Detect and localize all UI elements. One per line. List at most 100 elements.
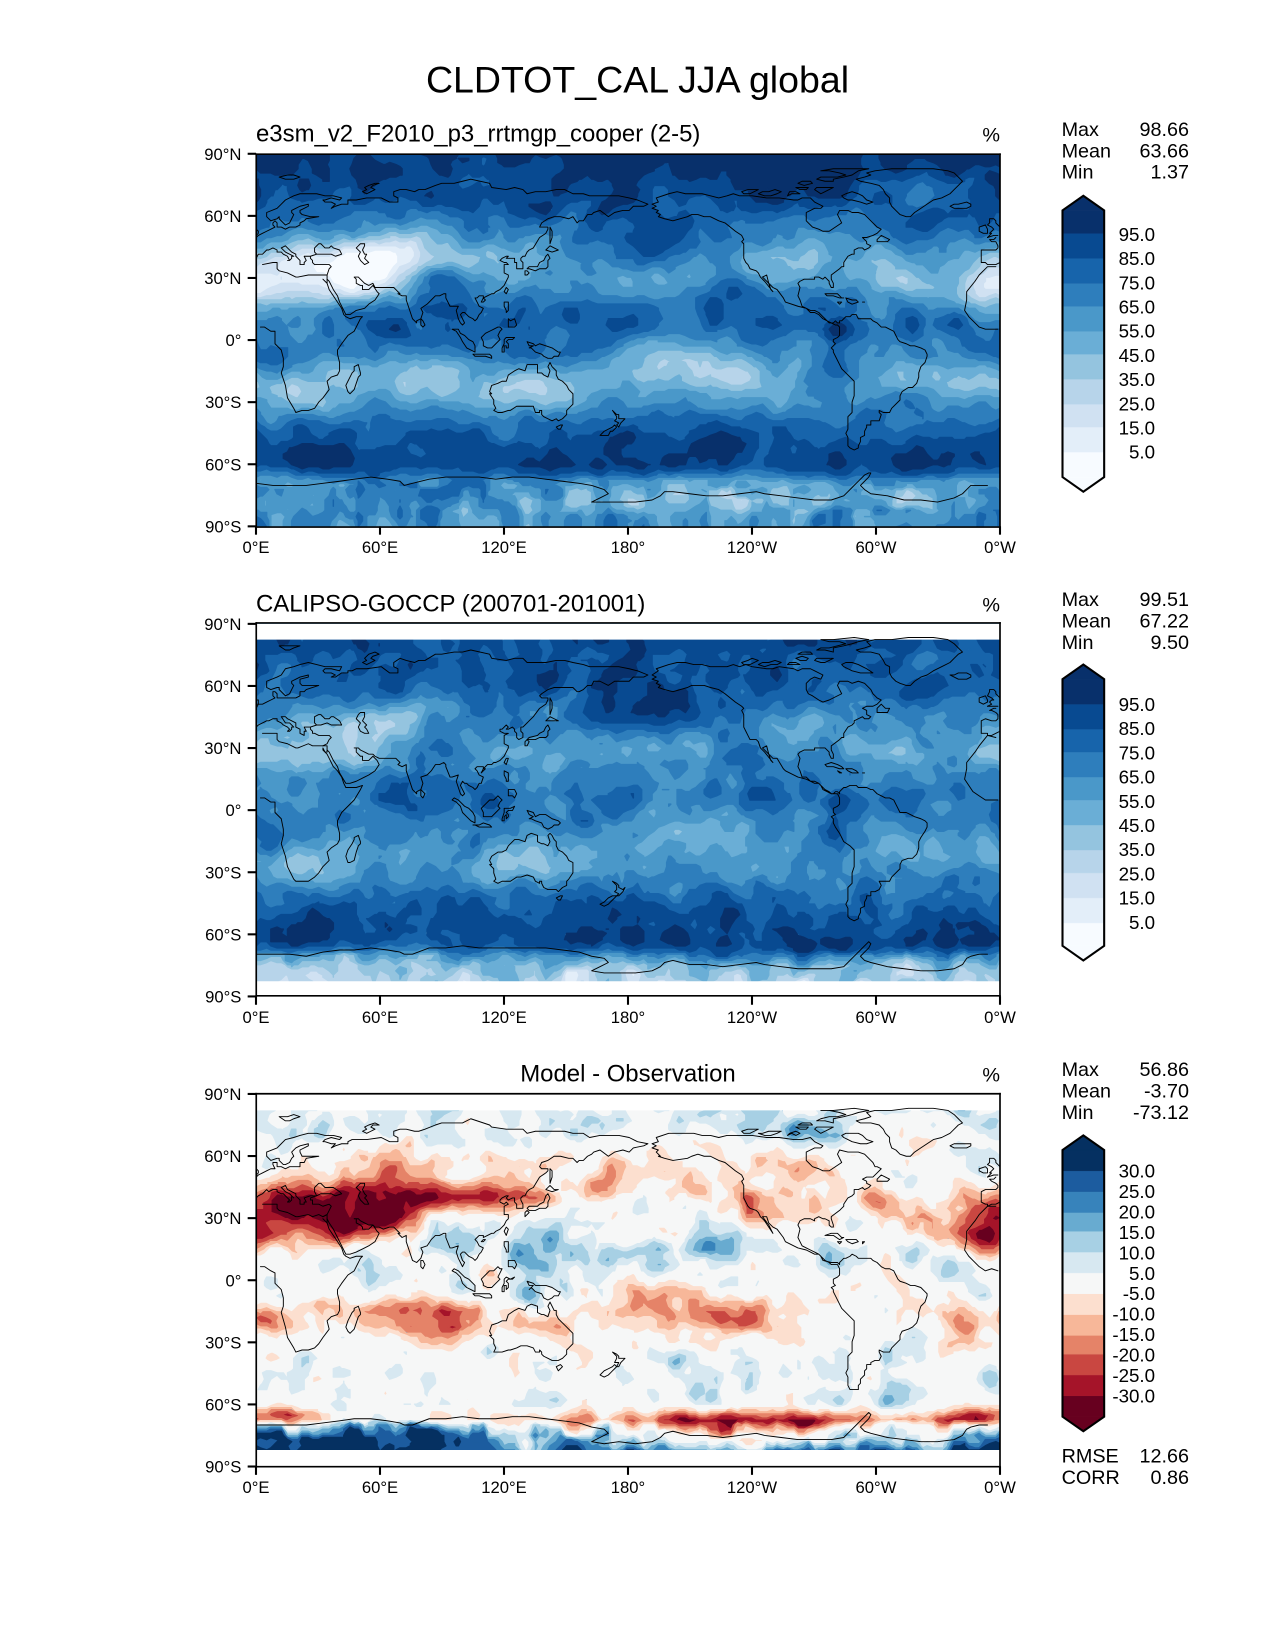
svg-text:45.0: 45.0 [1119,345,1156,366]
svg-text:60°N: 60°N [204,207,241,226]
svg-text:15.0: 15.0 [1119,1222,1156,1243]
svg-text:30°S: 30°S [205,863,241,882]
svg-text:90°S: 90°S [205,517,241,536]
svg-text:Mean: Mean [1062,610,1111,632]
svg-text:55.0: 55.0 [1119,321,1156,342]
svg-text:180°: 180° [611,1478,645,1497]
svg-text:-3.70: -3.70 [1144,1081,1189,1103]
svg-text:Model - Observation: Model - Observation [520,1060,736,1087]
svg-text:180°: 180° [611,1008,645,1027]
svg-text:Max: Max [1062,119,1099,141]
svg-text:25.0: 25.0 [1119,863,1156,884]
svg-text:12.66: 12.66 [1140,1446,1190,1468]
svg-text:25.0: 25.0 [1119,1181,1156,1202]
svg-text:CLDTOT_CAL JJA global: CLDTOT_CAL JJA global [426,59,849,101]
svg-text:-5.0: -5.0 [1123,1283,1155,1304]
svg-text:10.0: 10.0 [1119,1242,1156,1263]
svg-text:0°W: 0°W [984,538,1016,557]
svg-text:180°: 180° [611,538,645,557]
svg-text:65.0: 65.0 [1119,297,1156,318]
svg-text:-73.12: -73.12 [1133,1102,1189,1124]
svg-text:20.0: 20.0 [1119,1201,1156,1222]
svg-text:Max: Max [1062,1059,1099,1081]
svg-text:0°E: 0°E [242,1008,269,1027]
svg-text:55.0: 55.0 [1119,791,1156,812]
svg-text:Mean: Mean [1062,1081,1111,1103]
svg-text:0°W: 0°W [984,1478,1016,1497]
svg-text:%: % [982,124,1000,146]
svg-text:Min: Min [1062,162,1094,184]
svg-text:63.66: 63.66 [1140,140,1190,162]
svg-text:65.0: 65.0 [1119,767,1156,788]
svg-text:95.0: 95.0 [1119,224,1156,245]
svg-text:0.86: 0.86 [1151,1467,1190,1489]
svg-text:%: % [982,1064,1000,1086]
svg-text:90°S: 90°S [205,987,241,1006]
svg-text:Max: Max [1062,589,1099,611]
svg-text:15.0: 15.0 [1119,418,1156,439]
svg-text:90°N: 90°N [204,615,241,634]
svg-text:-20.0: -20.0 [1112,1345,1155,1366]
svg-text:60°E: 60°E [362,1478,398,1497]
svg-text:67.22: 67.22 [1140,610,1190,632]
svg-text:60°W: 60°W [856,1478,897,1497]
svg-text:120°E: 120°E [481,1008,527,1027]
svg-text:60°N: 60°N [204,677,241,696]
svg-text:90°N: 90°N [204,145,241,164]
svg-text:85.0: 85.0 [1119,718,1156,739]
svg-text:Min: Min [1062,1102,1094,1124]
svg-text:90°S: 90°S [205,1458,241,1477]
svg-text:60°W: 60°W [856,538,897,557]
svg-text:60°E: 60°E [362,538,398,557]
svg-text:0°W: 0°W [984,1008,1016,1027]
svg-text:5.0: 5.0 [1129,912,1155,933]
svg-text:30°S: 30°S [205,393,241,412]
svg-text:%: % [982,594,1000,616]
svg-text:0°: 0° [225,331,241,350]
svg-text:95.0: 95.0 [1119,694,1156,715]
svg-text:5.0: 5.0 [1129,442,1155,463]
svg-text:0°E: 0°E [242,1478,269,1497]
svg-text:30°N: 30°N [204,739,241,758]
svg-text:98.66: 98.66 [1140,119,1190,141]
svg-text:85.0: 85.0 [1119,248,1156,269]
svg-text:60°S: 60°S [205,1395,241,1414]
svg-text:RMSE: RMSE [1062,1446,1119,1468]
svg-text:-10.0: -10.0 [1112,1304,1155,1325]
svg-text:120°E: 120°E [481,538,527,557]
svg-text:e3sm_v2_F2010_p3_rrtmgp_cooper: e3sm_v2_F2010_p3_rrtmgp_cooper (2-5) [256,120,700,147]
svg-text:35.0: 35.0 [1119,839,1156,860]
svg-text:60°W: 60°W [856,1008,897,1027]
svg-text:25.0: 25.0 [1119,393,1156,414]
svg-text:Min: Min [1062,632,1094,654]
svg-text:60°S: 60°S [205,925,241,944]
svg-text:1.37: 1.37 [1151,162,1190,184]
svg-text:56.86: 56.86 [1140,1059,1190,1081]
svg-text:15.0: 15.0 [1119,888,1156,909]
svg-text:0°: 0° [225,801,241,820]
svg-text:60°N: 60°N [204,1147,241,1166]
svg-text:5.0: 5.0 [1129,1263,1155,1284]
svg-text:30.0: 30.0 [1119,1160,1156,1181]
svg-text:120°W: 120°W [727,1008,777,1027]
svg-text:75.0: 75.0 [1119,742,1156,763]
svg-text:30°S: 30°S [205,1333,241,1352]
svg-text:-30.0: -30.0 [1112,1386,1155,1407]
svg-text:60°S: 60°S [205,455,241,474]
svg-text:120°W: 120°W [727,538,777,557]
svg-text:35.0: 35.0 [1119,369,1156,390]
svg-text:120°E: 120°E [481,1478,527,1497]
svg-text:CORR: CORR [1062,1467,1120,1489]
svg-text:-25.0: -25.0 [1112,1365,1155,1386]
svg-text:60°E: 60°E [362,1008,398,1027]
svg-text:30°N: 30°N [204,269,241,288]
svg-text:45.0: 45.0 [1119,815,1156,836]
svg-text:Mean: Mean [1062,140,1111,162]
svg-text:CALIPSO-GOCCP (200701-201001): CALIPSO-GOCCP (200701-201001) [256,590,645,617]
svg-text:90°N: 90°N [204,1085,241,1104]
svg-text:-15.0: -15.0 [1112,1324,1155,1345]
svg-text:75.0: 75.0 [1119,272,1156,293]
svg-text:0°: 0° [225,1271,241,1290]
svg-text:30°N: 30°N [204,1209,241,1228]
svg-text:99.51: 99.51 [1140,589,1190,611]
